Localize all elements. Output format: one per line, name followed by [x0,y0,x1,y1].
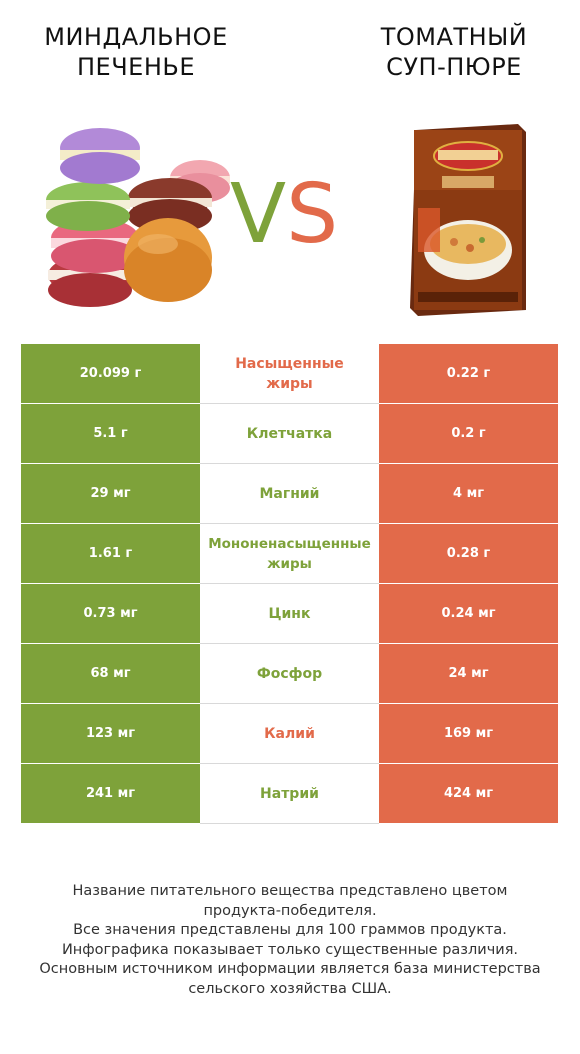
footer-line: Название питательного вещества представл… [72,883,508,899]
nutrient-label-line2: жиры [267,555,312,572]
table-row: 29 мг Магний 4 мг [21,464,558,524]
right-value: 0.2 г [379,404,558,463]
right-title-line2: СУП-ПЮРЕ [386,53,522,81]
left-value: 1.61 г [21,524,200,583]
right-value: 0.22 г [379,344,558,403]
table-row: 1.61 г Мононенасыщенные жиры 0.28 г [21,524,558,584]
nutrient-label-line1: Фосфор [256,665,323,682]
table-row: 20.099 г Насыщенные жиры 0.22 г [21,344,558,404]
right-value: 169 мг [379,704,558,763]
footer-line: сельского хозяйства США. [188,980,392,997]
vs-v: V [230,167,287,262]
right-value: 424 мг [379,764,558,823]
nutrient-label: Клетчатка [200,404,379,464]
nutrient-label-line1: Мононенасыщенные [208,535,371,552]
footer-line: продукта-победителя. [203,902,377,919]
footer-note: Название питательного вещества представл… [20,882,560,999]
left-value: 29 мг [21,464,200,523]
nutrient-label-line1: Насыщенные [235,355,344,372]
left-value: 68 мг [21,644,200,703]
right-value: 24 мг [379,644,558,703]
right-value: 0.24 мг [379,584,558,643]
footer-line: Все значения представлены для 100 граммо… [73,922,507,938]
table-row: 68 мг Фосфор 24 мг [21,644,558,704]
nutrient-label-line1: Калий [264,725,315,742]
footer-line: Основным источником информации является … [39,961,541,977]
nutrient-label-line1: Клетчатка [246,425,333,442]
nutrient-label: Фосфор [200,644,379,704]
left-value: 123 мг [21,704,200,763]
table-row: 0.73 мг Цинк 0.24 мг [21,584,558,644]
left-value: 5.1 г [21,404,200,463]
comparison-table: 20.099 г Насыщенные жиры 0.22 г 5.1 г Кле… [21,344,558,824]
left-value: 241 мг [21,764,200,823]
nutrient-label-line1: Натрий [260,785,319,802]
table-row: 5.1 г Клетчатка 0.2 г [21,404,558,464]
footer-line: Инфографика показывает только существенн… [61,941,519,958]
right-value: 0.28 г [379,524,558,583]
nutrient-label: Цинк [200,584,379,644]
nutrient-label: Насыщенные жиры [200,344,379,404]
right-value: 4 мг [379,464,558,523]
vs-s: S [286,167,339,262]
nutrient-label: Магний [200,464,379,524]
nutrient-label-line2: жиры [266,375,313,392]
table-row: 241 мг Натрий 424 мг [21,764,558,824]
left-value: 0.73 мг [21,584,200,643]
soup-box-image [410,124,526,316]
right-title-line1: ТОМАТНЫЙ [380,23,528,51]
left-title-line1: МИНДАЛЬНОЕ [44,23,228,51]
nutrient-label: Мононенасыщенные жиры [200,524,379,584]
left-value: 20.099 г [21,344,200,403]
nutrient-label-line1: Цинк [268,605,311,622]
nutrient-label-line1: Магний [259,485,320,502]
left-product-title: МИНДАЛЬНОЕ ПЕЧЕНЬЕ [20,22,252,82]
vs-label: VS [230,160,338,270]
macarons-image [46,128,230,307]
nutrient-label: Натрий [200,764,379,824]
right-product-title: ТОМАТНЫЙ СУП-ПЮРЕ [338,22,570,82]
table-row: 123 мг Калий 169 мг [21,704,558,764]
nutrient-label: Калий [200,704,379,764]
left-title-line2: ПЕЧЕНЬЕ [76,53,195,81]
